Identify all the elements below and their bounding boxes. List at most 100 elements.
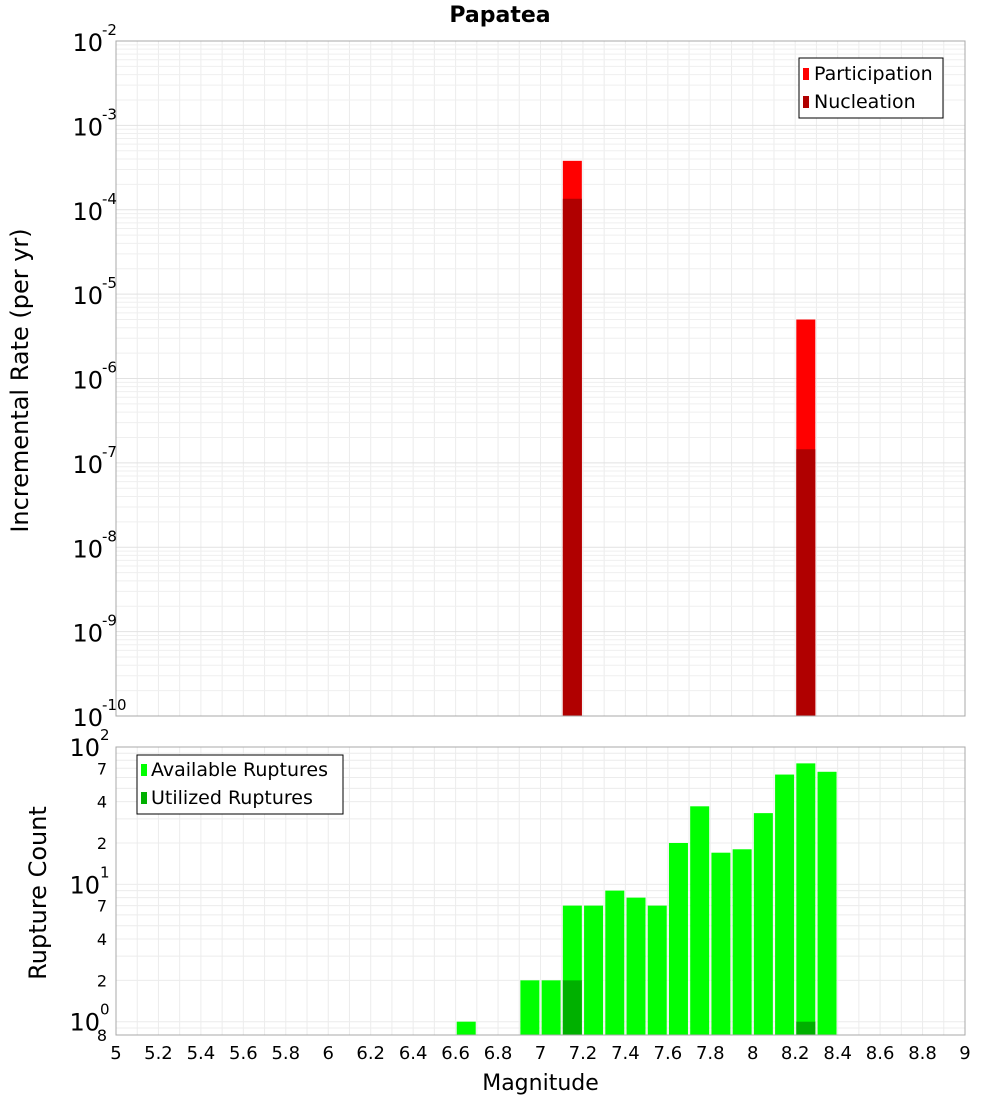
y-tick-label: 10 -3 [72,105,117,141]
y-tick-exponent: 1 [100,863,110,881]
y-tick-label: 10 -9 [72,612,117,648]
legend-label: Nucleation [814,91,916,113]
y-tick-base: 10 [69,734,100,762]
legend-swatch [141,792,147,804]
legend-swatch [803,68,809,80]
available-ruptures-bar [690,806,710,1035]
utilized-ruptures-bar [796,1021,816,1035]
y-tick-exponent: -3 [102,105,117,123]
x-axis-label: Magnitude [482,1071,599,1096]
x-tick-label: 8 [747,1043,758,1064]
legend-label: Utilized Ruptures [151,787,313,809]
x-tick-label: 8.4 [823,1043,852,1064]
y-tick-base: 10 [69,871,100,899]
x-tick-label: 5.4 [187,1043,216,1064]
nucleation-bar [796,449,816,716]
y-tick-exponent: -2 [102,21,117,39]
available-ruptures-bar [520,980,540,1035]
x-tick-label: 7.4 [611,1043,640,1064]
y-tick-exponent: -10 [102,696,127,714]
legend-top: Participation Nucleation [798,57,944,119]
available-ruptures-bar [796,763,816,1035]
y-tick-exponent: 2 [100,726,110,744]
y-tick-label: 10 -6 [72,359,117,395]
available-ruptures-bar [711,852,731,1035]
available-ruptures-bar [732,849,752,1035]
legend-label: Participation [814,63,933,85]
x-tick-label: 5.8 [271,1043,300,1064]
y-tick-base: 10 [72,451,103,479]
x-tick-label: 5.2 [144,1043,173,1064]
available-ruptures-bar [817,771,837,1035]
y-tick-base: 10 [72,535,103,563]
y-tick-label: 10 -4 [72,190,117,226]
bottom-plot-frame [115,746,966,1036]
available-ruptures-bar [775,774,795,1035]
x-tick-label: 6 [323,1043,334,1064]
top-plot-frame [115,40,966,717]
legend-swatch [141,764,147,776]
y-tick-label: 10 0 [69,1001,109,1037]
y-tick-base: 10 [72,29,103,57]
x-tick-label: 6.2 [356,1043,385,1064]
y-tick-label: 2 [97,971,107,990]
y-tick-label: 7 [97,897,107,916]
legend-swatch [803,96,809,108]
available-ruptures-bar [584,905,604,1035]
y-tick-exponent: -6 [102,359,117,377]
y-tick-exponent: -8 [102,527,117,545]
x-tick-label: 5 [110,1043,121,1064]
legend-label: Available Ruptures [151,759,328,781]
nucleation-bar [562,198,582,717]
y-tick-base: 10 [69,1009,100,1037]
y-tick-label: 10 -5 [72,274,117,310]
x-tick-label: 7.2 [569,1043,598,1064]
y-tick-label: 7 [97,759,107,778]
utilized-ruptures-bar [562,980,582,1035]
y-tick-label: 10 -8 [72,527,117,563]
y-tick-exponent: -5 [102,274,117,292]
y-tick-base: 10 [72,198,103,226]
x-tick-label: 5.6 [229,1043,258,1064]
chart-title: Papatea [449,3,550,28]
y-tick-label: 2 [97,834,107,853]
x-tick-label: 6.8 [484,1043,513,1064]
x-tick-label: 6.6 [441,1043,470,1064]
y-tick-exponent: -4 [102,190,117,208]
x-tick-label: 7.8 [696,1043,725,1064]
available-ruptures-bar [456,1021,476,1035]
y-tick-label: 10 -10 [72,696,126,732]
available-ruptures-bar [668,843,688,1035]
y-axis-label-top: Incremental Rate (per yr) [6,228,34,532]
x-tick-label: 6.4 [399,1043,428,1064]
x-tick-label: 8.6 [866,1043,895,1064]
y-tick-label: 10 -2 [72,21,117,57]
y-tick-label: 10 2 [69,726,109,762]
y-tick-base: 10 [72,113,103,141]
y-tick-base: 10 [72,367,103,395]
x-tick-label: 7 [535,1043,546,1064]
y-tick-base: 10 [72,620,103,648]
legend-top-box [798,57,944,119]
available-ruptures-bar [626,897,646,1035]
x-tick-label: 9 [959,1043,970,1064]
y-tick-label: 8 [97,1026,107,1045]
available-ruptures-bar [647,905,667,1035]
top-grid [115,40,966,717]
available-ruptures-bar [541,980,561,1035]
y-tick-exponent: 0 [100,1001,110,1019]
x-tick-label: 7.6 [654,1043,683,1064]
available-ruptures-bar [753,813,773,1035]
y-axis-label-bottom: Rupture Count [24,806,52,980]
y-tick-label: 4 [97,930,107,949]
y-tick-label: 10 1 [69,863,109,899]
y-tick-label: 4 [97,793,107,812]
y-tick-base: 10 [72,282,103,310]
available-ruptures-bar [605,890,625,1035]
x-tick-label: 8.8 [908,1043,937,1064]
y-tick-label: 10 -7 [72,443,117,479]
legend-bottom: Available Ruptures Utilized Ruptures [136,754,344,815]
y-tick-exponent: -9 [102,612,117,630]
